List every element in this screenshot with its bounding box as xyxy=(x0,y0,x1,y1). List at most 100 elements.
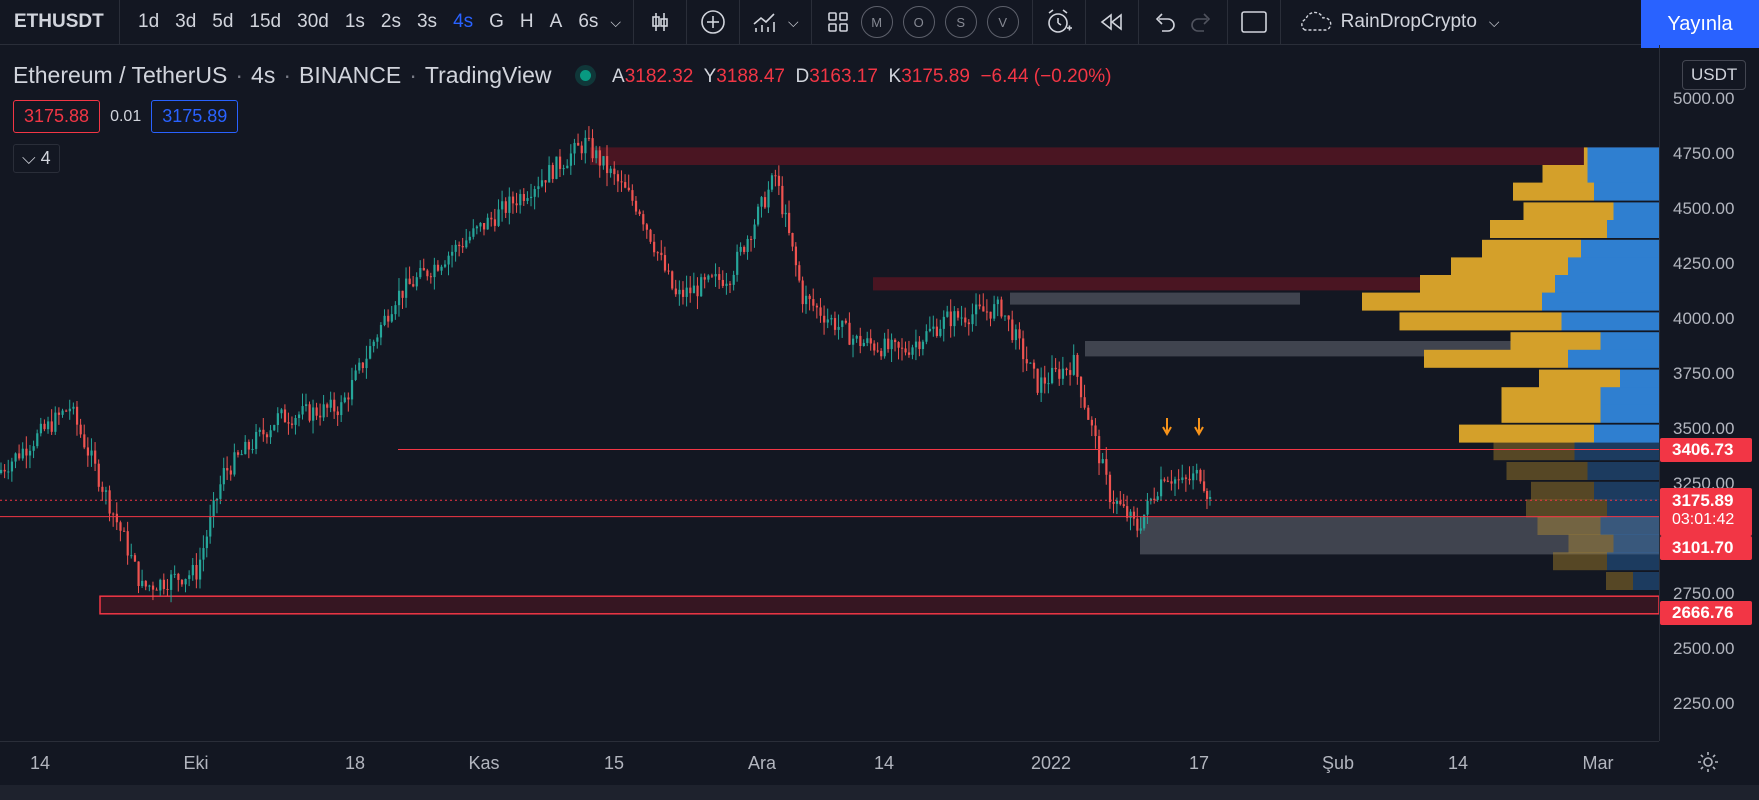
zone-box xyxy=(590,147,1659,165)
volume-profile-up-bar xyxy=(1587,462,1659,480)
candle-up xyxy=(595,150,598,159)
interval-A[interactable]: A xyxy=(549,11,563,32)
currency-button[interactable]: USDT xyxy=(1682,60,1747,90)
candle-down xyxy=(180,579,184,585)
candle-down xyxy=(823,315,826,323)
alarm-icon[interactable] xyxy=(1041,4,1077,40)
indicators-icon[interactable] xyxy=(748,4,784,40)
candle-up xyxy=(205,536,208,549)
candle-down xyxy=(326,404,329,408)
candle-down xyxy=(696,285,699,297)
candle-up xyxy=(1195,469,1198,474)
quick-button-s[interactable]: S xyxy=(944,6,977,38)
candle-up xyxy=(329,399,332,408)
interval-3d[interactable]: 3d xyxy=(175,11,197,32)
candle-up xyxy=(376,337,379,342)
interval-G[interactable]: G xyxy=(489,11,504,32)
interval-dropdown-icon[interactable]: ⌵ xyxy=(610,13,622,30)
legend-sep: · xyxy=(409,62,417,88)
quick-button-m[interactable]: M xyxy=(860,6,893,38)
candle-up xyxy=(269,430,272,438)
interval-4s[interactable]: 4s xyxy=(453,11,474,32)
volume-profile-down-bar xyxy=(1501,387,1601,406)
candle-down xyxy=(50,421,53,432)
interval-5d[interactable]: 5d xyxy=(212,11,234,32)
interval-1s[interactable]: 1s xyxy=(344,11,365,32)
candle-up xyxy=(451,251,454,256)
fullscreen-icon[interactable] xyxy=(1236,4,1272,40)
candle-up xyxy=(475,226,479,229)
replay-icon[interactable] xyxy=(1094,4,1130,40)
candle-up xyxy=(1051,367,1054,384)
candle-down xyxy=(663,255,667,271)
interval-15d[interactable]: 15d xyxy=(249,11,282,32)
indicators-dropdown-icon[interactable]: ⌵ xyxy=(788,13,799,30)
candle-down xyxy=(631,190,634,201)
candle-down xyxy=(763,197,767,208)
templates-grid-icon[interactable] xyxy=(820,4,856,40)
symbol-search[interactable]: ETHUSDT xyxy=(0,0,120,44)
candle-up xyxy=(1029,362,1032,364)
publish-button[interactable]: Yayınla xyxy=(1641,0,1759,48)
market-status-icon[interactable] xyxy=(579,70,591,81)
candle-up xyxy=(258,429,261,432)
candle-down xyxy=(1069,370,1072,375)
candle-up xyxy=(746,238,749,252)
candle-down xyxy=(1032,362,1036,369)
price-axis[interactable] xyxy=(1659,45,1759,741)
interval-2s[interactable]: 2s xyxy=(380,11,401,32)
candle-down xyxy=(638,211,641,215)
candle-down xyxy=(1188,478,1191,481)
interval-6s[interactable]: 6s xyxy=(578,11,599,32)
add-compare-icon[interactable] xyxy=(695,4,731,40)
candle-up xyxy=(340,402,343,416)
candle-down xyxy=(1170,481,1173,484)
candle-down xyxy=(869,338,872,344)
price-chart[interactable] xyxy=(0,45,1659,741)
candle-down xyxy=(1011,319,1014,341)
candle-down xyxy=(290,423,294,425)
candle-up xyxy=(993,304,996,319)
undo-icon[interactable] xyxy=(1147,4,1183,40)
candle-up xyxy=(350,379,354,400)
candle-down xyxy=(1153,498,1156,500)
interval-1d[interactable]: 1d xyxy=(138,11,160,32)
candle-up xyxy=(415,277,418,287)
candle-up xyxy=(61,410,64,415)
redo-icon[interactable] xyxy=(1183,4,1219,40)
candle-down xyxy=(515,203,518,206)
candle-up xyxy=(301,406,304,415)
interval-30d[interactable]: 30d xyxy=(297,11,329,32)
interval-3s[interactable]: 3s xyxy=(416,11,438,32)
candle-down xyxy=(967,322,970,325)
time-tick-label: 14 xyxy=(1447,753,1469,773)
quick-button-v[interactable]: V xyxy=(986,6,1019,38)
time-axis[interactable] xyxy=(0,741,1659,786)
candle-down xyxy=(94,450,97,464)
candle-up xyxy=(562,168,565,170)
interval-H[interactable]: H xyxy=(519,11,534,32)
candle-up xyxy=(530,196,533,199)
volume-profile-down-bar xyxy=(1482,239,1581,258)
candle-down xyxy=(229,470,232,475)
buy-button[interactable]: 3175.89 xyxy=(151,100,239,133)
legend-sep: · xyxy=(235,62,244,88)
price-tick-label: 2500.00 xyxy=(1673,639,1735,658)
indicators-collapse-toggle[interactable]: ⌵ 4 xyxy=(13,144,60,173)
legend-pair[interactable]: Ethereum / TetherUS xyxy=(13,62,228,88)
quick-button-o[interactable]: O xyxy=(902,6,935,38)
volume-profile-down-bar xyxy=(1459,424,1594,443)
volume-profile-up-bar xyxy=(1633,572,1659,590)
candle-down xyxy=(25,448,28,456)
candle-up xyxy=(942,316,945,329)
candle-up xyxy=(1208,497,1212,499)
settings-gear-icon[interactable] xyxy=(1696,750,1720,779)
candle-down xyxy=(791,232,794,247)
candles-chart-type-icon[interactable] xyxy=(642,4,678,40)
sell-button[interactable]: 3175.88 xyxy=(13,100,101,133)
layout-menu[interactable]: RainDropCrypto ⌵ xyxy=(1289,11,1512,33)
volume-profile-up-bar xyxy=(1542,292,1659,311)
candle-up xyxy=(191,564,194,576)
volume-profile-down-bar xyxy=(1542,165,1588,183)
candle-up xyxy=(397,290,401,306)
